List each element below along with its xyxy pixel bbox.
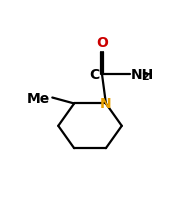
Text: 2: 2 xyxy=(141,71,149,81)
Text: N: N xyxy=(100,97,112,111)
Text: O: O xyxy=(96,36,108,50)
Text: NH: NH xyxy=(131,67,154,81)
Text: Me: Me xyxy=(27,91,50,105)
Text: C: C xyxy=(89,67,100,81)
